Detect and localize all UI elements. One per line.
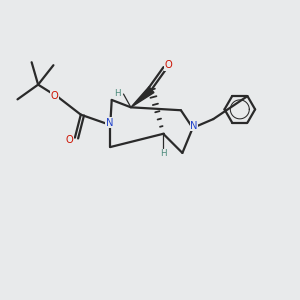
Text: H: H [160,149,167,158]
Text: H: H [114,89,120,98]
Text: O: O [66,135,74,145]
Text: O: O [50,91,58,101]
Text: N: N [106,118,113,128]
Text: O: O [165,61,172,70]
Text: N: N [190,121,198,130]
Polygon shape [131,87,154,107]
